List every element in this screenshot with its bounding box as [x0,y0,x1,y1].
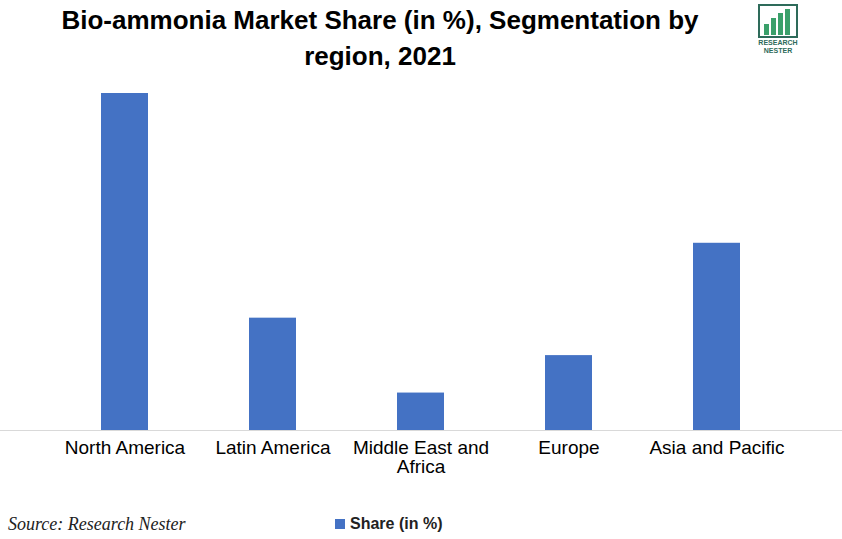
html-text:Bio-ammonia Market Share (in %: Bio-ammonia Market Share (in %), Segment… [61,5,699,71]
html-text:Source: Research Nester: Source: Research Nester [8,514,186,534]
html-text:NESTER: NESTER [763,47,793,54]
svg-text:Europe: Europe [538,437,599,458]
svg-text:Middle East andAfrica: Middle East andAfrica [353,437,489,477]
svg-text:Latin America: Latin America [215,437,331,458]
html-text:Share (in %): Share (in %) [350,515,443,532]
svg-text:North America: North America [65,437,186,458]
svg-text:Asia and Pacific: Asia and Pacific [649,437,784,458]
html-text:RESEARCH: RESEARCH [758,39,798,46]
